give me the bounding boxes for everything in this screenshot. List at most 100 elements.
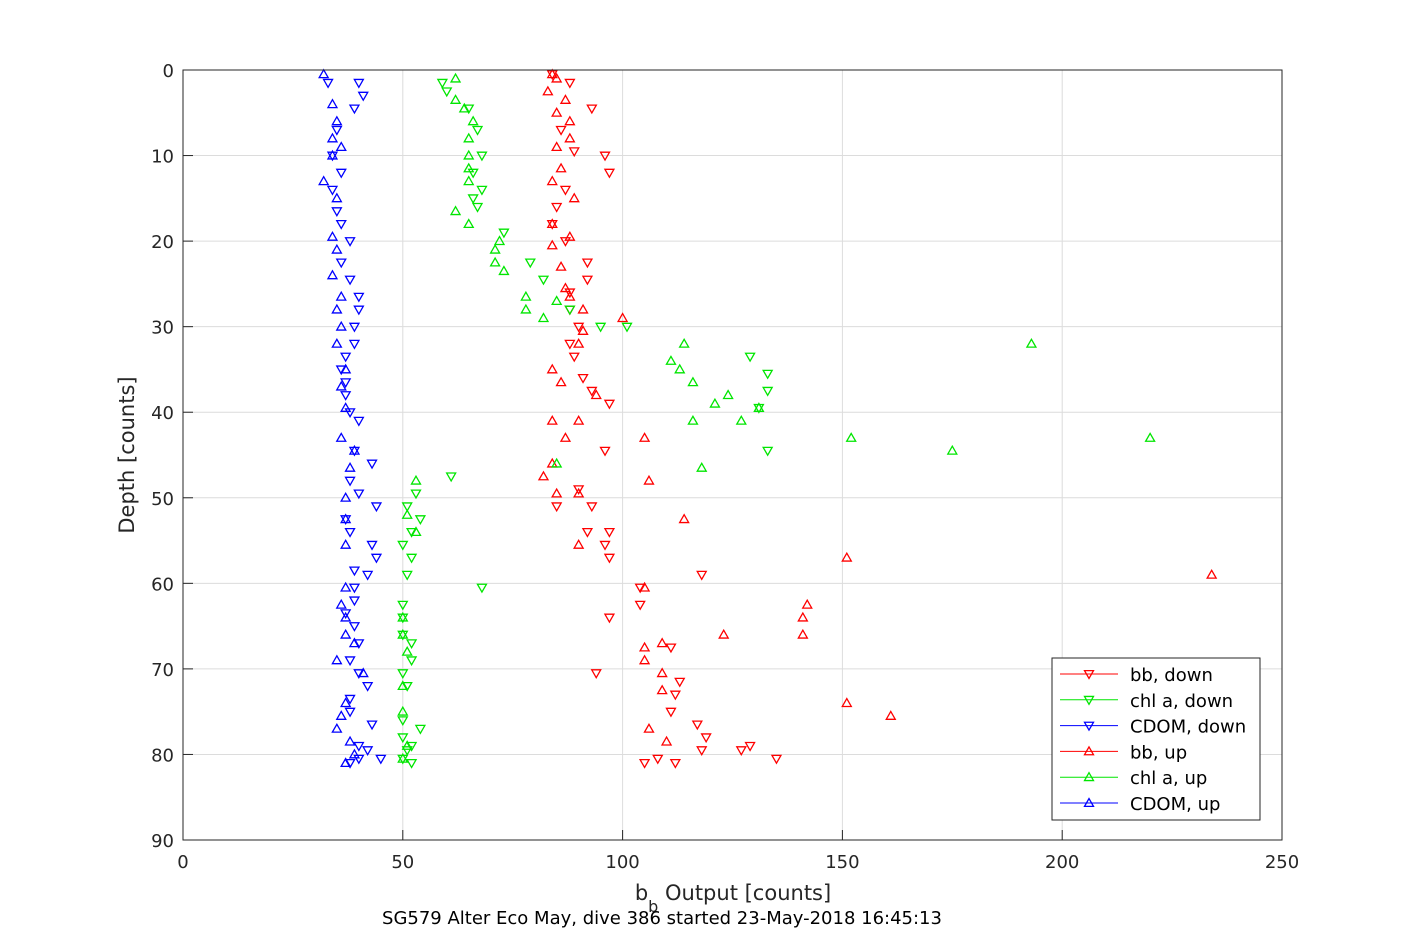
data-point bbox=[348, 444, 361, 455]
data-point bbox=[665, 355, 677, 365]
data-point bbox=[458, 102, 470, 113]
data-point bbox=[564, 115, 576, 126]
data-point bbox=[348, 339, 361, 350]
data-point bbox=[370, 553, 383, 564]
data-point bbox=[621, 322, 633, 333]
tick-labels: 0 50 100 150 200 250 0 10 20 30 40 50 60 70 80 90 bbox=[151, 61, 1299, 873]
data-point bbox=[577, 373, 589, 384]
data-point bbox=[348, 596, 361, 607]
data-point bbox=[603, 399, 616, 410]
data-point bbox=[762, 386, 774, 397]
y-tick-label: 0 bbox=[163, 61, 174, 82]
data-point bbox=[471, 125, 484, 136]
data-point bbox=[551, 487, 563, 498]
data-point bbox=[397, 540, 409, 551]
data-point bbox=[586, 386, 598, 397]
legend-entry: chl a, up bbox=[1060, 768, 1207, 789]
data-point bbox=[520, 290, 532, 301]
x-tick-label: 250 bbox=[1265, 852, 1299, 873]
data-point bbox=[691, 720, 703, 731]
data-point bbox=[344, 237, 356, 247]
data-point bbox=[331, 337, 343, 348]
data-point bbox=[564, 231, 576, 241]
data-point bbox=[841, 697, 853, 708]
data-point bbox=[1025, 337, 1038, 348]
data-point bbox=[797, 611, 809, 622]
data-point bbox=[414, 724, 427, 735]
data-point bbox=[357, 91, 369, 102]
data-point bbox=[770, 754, 783, 765]
data-point bbox=[340, 539, 352, 549]
data-point bbox=[344, 476, 356, 487]
data-point bbox=[573, 414, 585, 425]
data-point bbox=[551, 502, 563, 513]
data-point bbox=[326, 185, 339, 196]
data-point bbox=[546, 363, 558, 374]
data-point bbox=[573, 485, 585, 496]
data-point bbox=[397, 600, 409, 611]
data-point bbox=[340, 352, 352, 363]
legend-marker bbox=[1083, 745, 1095, 756]
data-point bbox=[353, 416, 365, 427]
legend-entry: chl a, down bbox=[1060, 691, 1233, 712]
data-point bbox=[410, 474, 422, 485]
data-point bbox=[340, 628, 352, 639]
data-point bbox=[643, 474, 655, 485]
data-point bbox=[551, 141, 563, 152]
data-point bbox=[537, 470, 550, 481]
data-point bbox=[366, 720, 378, 731]
data-point bbox=[397, 680, 409, 691]
data-point bbox=[340, 391, 352, 401]
data-point bbox=[326, 132, 339, 143]
legend-label: CDOM, down bbox=[1130, 717, 1246, 738]
legend-label: chl a, down bbox=[1130, 691, 1233, 712]
data-point bbox=[326, 98, 339, 109]
x-axis-label-main: b bbox=[635, 881, 648, 905]
data-point bbox=[573, 487, 585, 498]
data-point bbox=[674, 677, 686, 688]
data-point bbox=[638, 432, 651, 442]
data-point bbox=[366, 459, 378, 470]
data-point bbox=[577, 325, 589, 335]
data-point bbox=[638, 654, 651, 665]
data-point bbox=[405, 758, 418, 769]
data-point bbox=[564, 339, 576, 350]
data-point bbox=[616, 312, 629, 323]
data-point bbox=[656, 667, 668, 678]
data-point bbox=[322, 78, 334, 89]
data-point bbox=[463, 162, 475, 173]
x-tick-label: 200 bbox=[1045, 852, 1079, 873]
data-point bbox=[546, 175, 558, 186]
data-point bbox=[401, 509, 413, 519]
series-bb-up bbox=[537, 68, 1218, 746]
y-tick-label: 30 bbox=[151, 318, 174, 339]
data-point bbox=[344, 735, 356, 746]
data-point bbox=[520, 303, 532, 314]
data-point bbox=[590, 389, 602, 400]
data-point bbox=[397, 716, 409, 727]
data-point bbox=[573, 322, 585, 333]
data-point bbox=[603, 613, 616, 624]
data-point bbox=[348, 322, 361, 333]
data-point bbox=[318, 68, 330, 79]
data-point bbox=[555, 260, 567, 271]
data-point bbox=[687, 414, 699, 425]
series-chl-a-up bbox=[397, 72, 1156, 763]
y-tick-label: 70 bbox=[151, 660, 174, 681]
data-point bbox=[335, 168, 347, 179]
data-point bbox=[445, 472, 457, 483]
x-tick-label: 150 bbox=[825, 852, 859, 873]
data-point bbox=[366, 540, 378, 551]
legend-marker bbox=[1083, 771, 1095, 782]
data-point bbox=[397, 705, 409, 716]
data-point bbox=[696, 570, 708, 581]
data-point bbox=[559, 94, 572, 104]
data-point bbox=[559, 432, 572, 442]
data-point bbox=[669, 690, 681, 701]
legend-label: bb, up bbox=[1130, 742, 1187, 763]
data-point bbox=[638, 758, 651, 769]
figure-caption: SG579 Alter Eco May, dive 386 started 23… bbox=[382, 908, 942, 929]
data-point bbox=[564, 78, 576, 89]
x-tick-label: 0 bbox=[177, 852, 188, 873]
y-tick-label: 60 bbox=[151, 574, 174, 595]
